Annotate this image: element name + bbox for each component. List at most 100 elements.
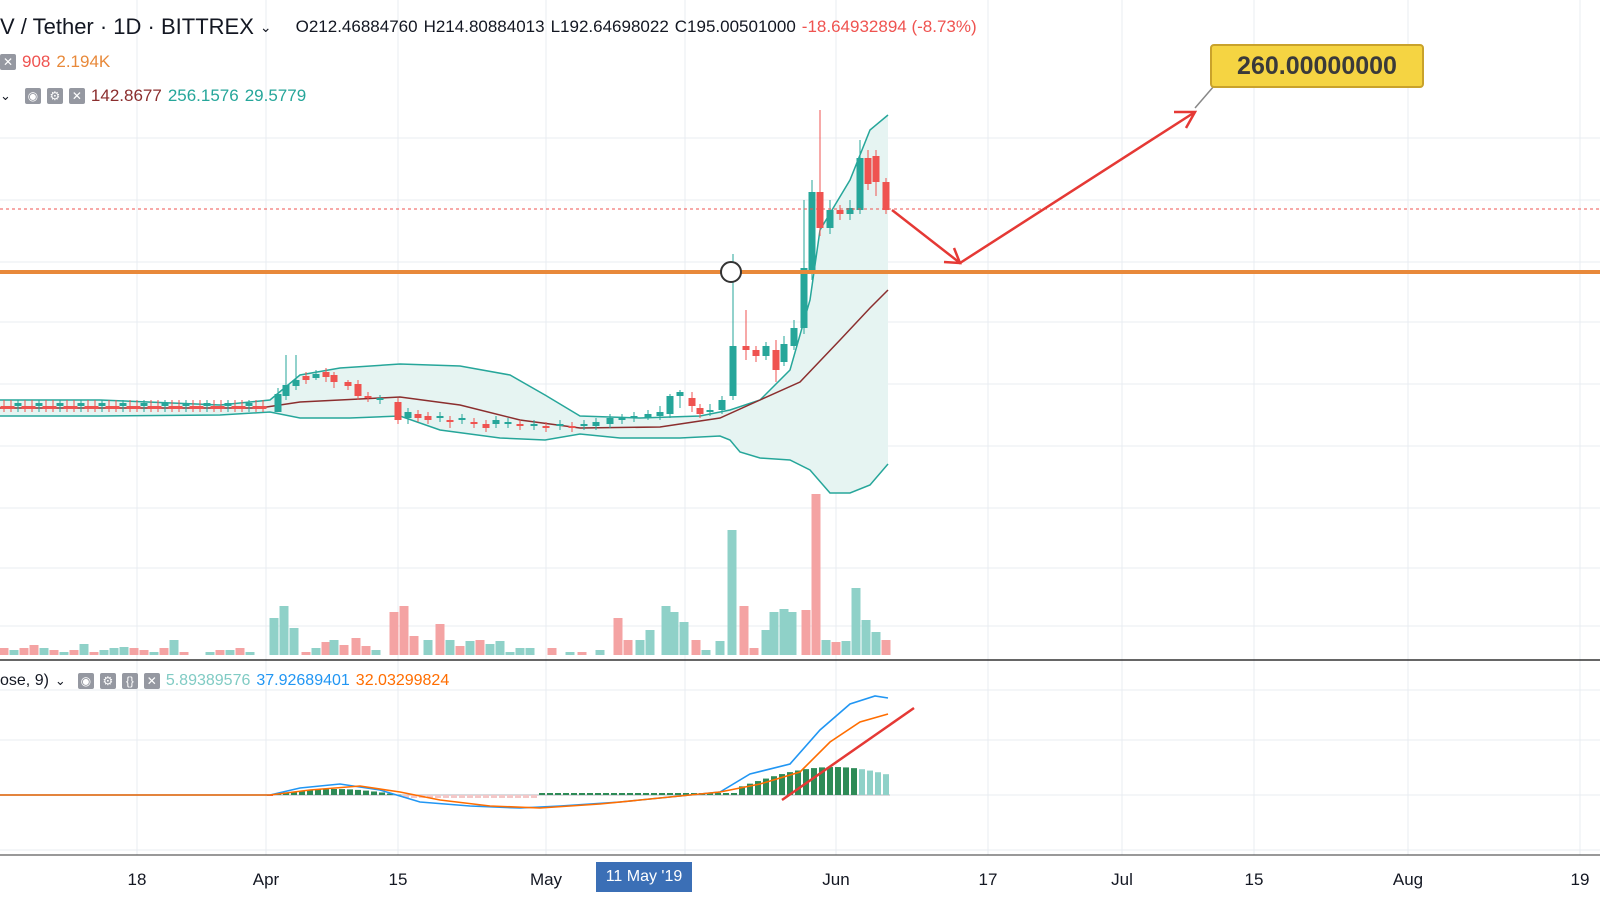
ohlc-change: -18.64932894 (-8.73%) — [801, 17, 977, 36]
candle-body — [872, 156, 880, 182]
macd-histogram-bar — [595, 793, 601, 795]
candle-body — [864, 158, 872, 184]
volume-bar — [801, 610, 811, 655]
candle-body — [394, 402, 402, 420]
close-icon[interactable]: ✕ — [0, 54, 16, 70]
candle-body — [224, 403, 232, 406]
volume-bar — [149, 652, 159, 655]
macd-histogram-bar — [571, 793, 577, 795]
ohlc-open: O212.46884760 — [295, 17, 418, 36]
x-tick: 15 — [1244, 870, 1264, 889]
candle-body — [161, 403, 169, 406]
candle-body — [772, 350, 780, 370]
candle-body — [752, 350, 760, 356]
volume-bar — [515, 648, 525, 655]
macd-trend-line — [781, 706, 915, 802]
candle-body — [330, 375, 338, 382]
x-tick: 18 — [127, 870, 147, 889]
candle-body — [189, 406, 197, 409]
candle-body — [21, 406, 29, 409]
volume-bar — [0, 648, 9, 655]
candle-body — [618, 418, 626, 420]
candle-body — [836, 210, 844, 214]
macd-histogram-bar — [611, 793, 617, 795]
volume-bar — [389, 612, 399, 655]
candle-body — [7, 406, 15, 409]
volume-bar — [465, 641, 475, 655]
candle-body — [28, 406, 36, 409]
candle-body — [98, 403, 106, 406]
macd-histogram-bar — [651, 793, 657, 795]
gear-icon[interactable]: ⚙ — [46, 88, 63, 104]
candle-body — [762, 346, 770, 356]
candle-body — [210, 406, 218, 409]
macd-histogram-bar — [835, 767, 841, 795]
volume-bar — [779, 609, 789, 655]
eye-icon[interactable]: ◉ — [77, 673, 94, 689]
candle-body — [592, 422, 600, 426]
candle-body — [826, 210, 834, 228]
chevron-down-icon[interactable]: ⌄ — [54, 673, 66, 688]
candle-body — [580, 424, 588, 426]
volume-bar — [485, 644, 495, 655]
eye-icon[interactable]: ◉ — [24, 88, 41, 104]
macd-histogram-bar — [483, 795, 489, 798]
arrowhead-up — [1174, 110, 1198, 129]
gear-icon[interactable]: ⚙ — [99, 673, 116, 689]
volume-bar — [613, 618, 623, 655]
volume-bar — [715, 641, 725, 655]
candle-body — [354, 384, 362, 396]
macd-histogram-bar — [819, 767, 825, 795]
close-icon[interactable]: ✕ — [68, 88, 85, 104]
candle-body — [882, 182, 890, 210]
volume-bar — [423, 640, 433, 655]
candle-body — [742, 346, 750, 350]
candle-body — [424, 416, 432, 420]
candle-body — [688, 398, 696, 406]
volume-bar — [139, 650, 149, 655]
macd-histogram-bar — [443, 795, 449, 798]
macd-histogram-bar — [339, 789, 345, 795]
candle-body — [63, 406, 71, 409]
volume-bar — [49, 650, 59, 655]
volume-bar — [279, 606, 289, 655]
close-icon[interactable]: ✕ — [143, 673, 160, 689]
macd-histogram-bar — [283, 792, 289, 795]
candle-body — [84, 406, 92, 409]
volume-bar — [661, 606, 671, 655]
candle-body — [70, 406, 78, 409]
candle-body — [168, 406, 176, 409]
macd-signal-line — [0, 713, 889, 809]
candle-body — [217, 406, 225, 409]
candle-body — [504, 422, 512, 424]
volume-bar — [361, 646, 371, 655]
x-tick: Jun — [822, 870, 850, 889]
volume-bar — [565, 652, 575, 655]
volume-bar — [269, 618, 279, 655]
candle-body — [245, 403, 253, 406]
volume-bar — [881, 640, 891, 655]
macd-histogram-bar — [499, 795, 505, 798]
macd-legend: ose, 9) ⌄ ◉ ⚙ {} ✕ 5.89389576 37.9268940… — [0, 672, 455, 690]
macd-histogram-bar — [635, 793, 641, 795]
volume-bar — [215, 650, 225, 655]
braces-icon[interactable]: {} — [121, 673, 138, 689]
macd-histogram-bar — [435, 795, 441, 798]
candle-body — [556, 424, 564, 426]
candle-body — [446, 420, 454, 422]
symbol-title[interactable]: V / Tether · 1D · BITTREX — [0, 14, 254, 39]
forecast-path — [891, 110, 1196, 265]
chevron-down-icon[interactable]: ⌄ — [259, 18, 272, 35]
target-price-callout[interactable]: 260.00000000 — [1210, 44, 1424, 88]
candle-body — [282, 385, 290, 396]
candle-body — [175, 406, 183, 409]
volume-bar — [69, 650, 79, 655]
volume-bar — [445, 640, 455, 655]
macd-histogram-bar — [755, 781, 761, 795]
ohlc-high: H214.80884013 — [423, 17, 545, 36]
candle-body — [676, 392, 684, 396]
macd-histogram-bar — [587, 793, 593, 795]
x-tick: 19 — [1570, 870, 1590, 889]
chevron-down-icon[interactable]: ⌄ — [0, 88, 11, 103]
